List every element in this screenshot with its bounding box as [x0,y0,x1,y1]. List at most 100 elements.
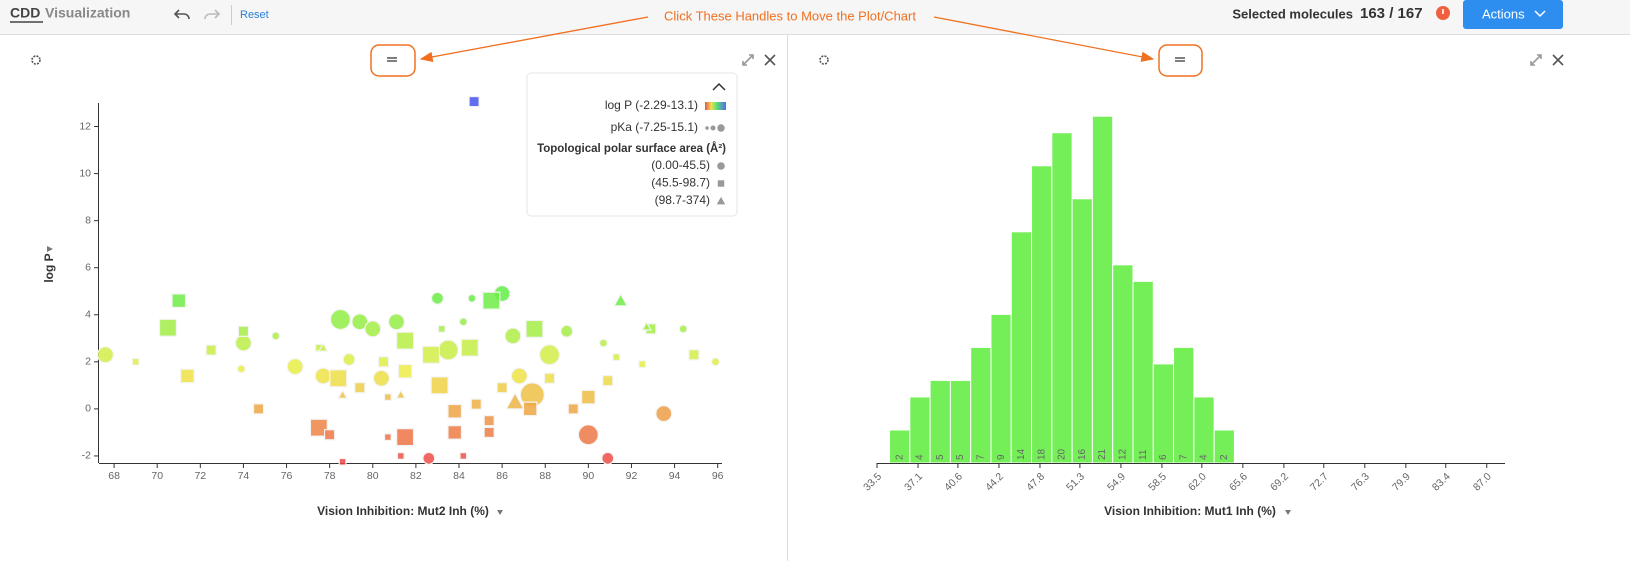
undo-icon[interactable] [173,9,190,20]
point[interactable] [422,451,436,465]
point[interactable] [468,95,480,108]
point[interactable] [372,369,390,387]
x-axis-title[interactable]: Vision Inhibition: Mut2 Inh (%) [317,504,489,518]
axis-dropdown[interactable] [497,510,503,515]
point[interactable] [421,345,441,364]
expand-icon[interactable] [1530,54,1542,66]
point[interactable] [458,317,468,327]
axis-dropdown[interactable] [1285,510,1291,515]
point[interactable] [383,433,392,442]
point[interactable] [236,364,246,374]
y-axis-title[interactable]: log P [42,253,56,282]
point[interactable] [329,308,351,331]
point[interactable] [364,320,382,338]
point[interactable] [396,331,415,350]
settings-icon[interactable] [819,55,829,65]
axis-dropdown[interactable] [47,246,53,252]
move-handle[interactable] [370,44,416,77]
point[interactable] [437,324,446,333]
close-icon[interactable] [764,54,776,66]
point[interactable] [309,418,328,437]
point[interactable] [377,356,390,368]
bar[interactable] [929,379,951,464]
x-axis-title[interactable]: Vision Inhibition: Mut1 Inh (%) [1104,504,1276,518]
point[interactable] [387,313,406,331]
point[interactable] [383,393,392,402]
point[interactable] [395,389,407,399]
point[interactable] [396,452,405,460]
bar[interactable] [1112,264,1134,464]
point[interactable] [581,389,596,405]
point[interactable] [237,325,250,337]
point[interactable] [337,389,348,399]
bar[interactable] [1051,132,1073,464]
bar[interactable] [1091,115,1114,464]
bar[interactable] [990,313,1012,464]
point[interactable] [396,428,415,447]
point[interactable] [598,338,608,348]
bar[interactable] [1132,280,1154,464]
point[interactable] [510,367,528,385]
legend-collapse[interactable] [712,82,726,91]
point[interactable] [354,382,366,394]
reset-link[interactable]: Reset [240,9,269,21]
point[interactable] [351,313,369,331]
point[interactable] [234,334,252,352]
point[interactable] [496,382,508,394]
point[interactable] [171,293,187,308]
point[interactable] [430,376,449,395]
point[interactable] [601,451,615,465]
point[interactable] [430,291,444,305]
point[interactable] [505,391,525,410]
point[interactable] [522,401,538,417]
expand-icon[interactable] [742,54,754,66]
point[interactable] [711,357,721,367]
point[interactable] [96,346,115,364]
point[interactable] [131,357,140,366]
point[interactable] [483,415,495,427]
point[interactable] [560,324,574,338]
actions-label[interactable]: Actions [1482,6,1525,21]
point[interactable] [329,369,348,388]
point[interactable] [397,363,413,379]
point[interactable] [437,339,459,361]
point[interactable] [638,360,647,369]
point[interactable] [467,293,477,303]
point[interactable] [688,349,700,361]
close-icon[interactable] [1552,54,1564,66]
bar[interactable] [1152,363,1175,464]
point[interactable] [577,424,599,446]
settings-icon[interactable] [31,55,41,65]
bar[interactable] [1071,198,1093,464]
point[interactable] [205,344,217,356]
bar[interactable] [949,379,972,464]
point[interactable] [470,398,482,410]
point[interactable] [342,352,356,366]
point[interactable] [655,405,673,423]
point[interactable] [447,425,463,440]
point[interactable] [482,291,501,310]
point[interactable] [271,331,281,341]
point[interactable] [324,429,336,441]
bar[interactable] [1031,165,1053,464]
bar[interactable] [1193,396,1215,464]
point[interactable] [525,319,544,338]
point[interactable] [286,357,304,376]
point[interactable] [180,368,195,384]
point[interactable] [613,292,629,307]
point[interactable] [678,324,688,334]
point[interactable] [543,372,556,384]
point[interactable] [317,342,329,352]
point[interactable] [504,327,522,345]
point[interactable] [252,403,265,415]
point[interactable] [483,426,495,439]
bar[interactable] [909,396,931,464]
actions-button[interactable] [1463,0,1563,29]
point[interactable] [602,375,614,387]
point[interactable] [641,320,652,331]
point[interactable] [338,457,347,466]
point[interactable] [612,353,621,362]
point[interactable] [460,338,479,357]
bar[interactable] [1010,231,1033,464]
point[interactable] [158,318,178,337]
